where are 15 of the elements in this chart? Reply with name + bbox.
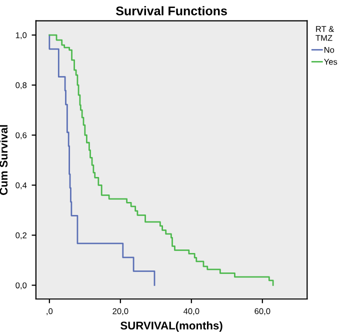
x-tick-label: 20,0 (112, 308, 128, 316)
y-tick-label: 1,0 (16, 32, 27, 40)
legend-label: Yes (324, 58, 338, 65)
y-tick-label: 0,8 (16, 82, 27, 90)
y-tick-label: 0,2 (16, 232, 26, 240)
legend-label: No (324, 47, 334, 53)
x-axis-title: SURVIVAL(months) (120, 321, 222, 332)
legend-title: RT & TMZ (316, 26, 334, 41)
x-tick-label: ,0 (46, 308, 53, 316)
y-tick-label: 0,4 (16, 182, 27, 190)
y-tick-label: 0,6 (16, 132, 27, 140)
y-tick-label: 0,0 (16, 282, 27, 290)
x-tick-label: 60,0 (254, 308, 270, 316)
x-tick-label: 40,0 (183, 308, 200, 316)
chart-title: Survival Functions (116, 6, 227, 16)
